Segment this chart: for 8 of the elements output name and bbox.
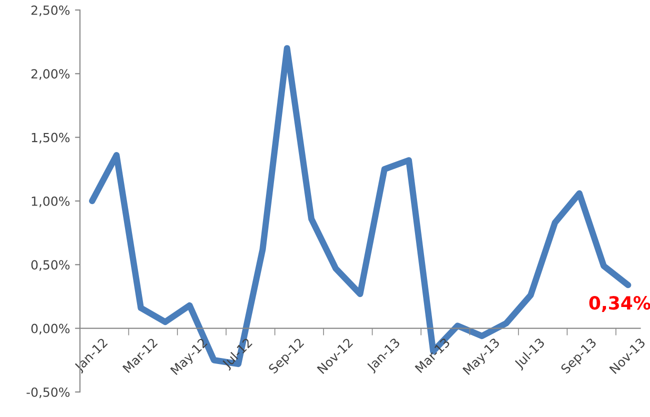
y-tick-label: 0,50% [31,260,70,271]
y-tick-label: 2,00% [31,69,70,80]
annotation: 0,34% [589,296,650,312]
y-tick-label: 0,00% [31,324,70,335]
y-tick-label: 1,00% [32,196,70,208]
y-tick-label: -0,50% [26,387,70,398]
y-tick-label: 1,50% [32,132,70,144]
y-tick-label: 2,50% [31,5,70,16]
